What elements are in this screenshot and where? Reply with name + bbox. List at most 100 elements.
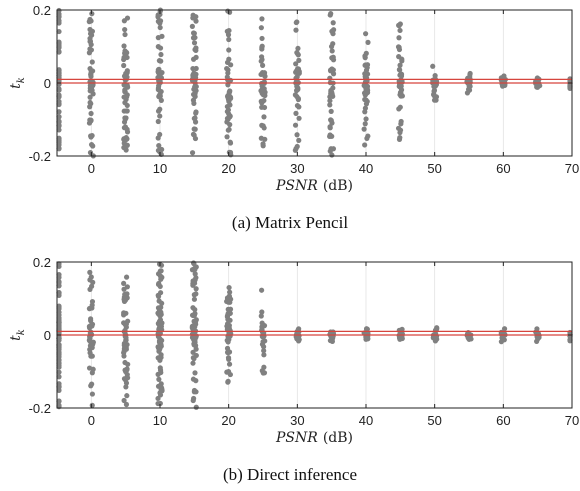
data-point (122, 26, 128, 33)
data-point (157, 400, 163, 407)
data-point (260, 123, 266, 129)
data-point (193, 65, 199, 72)
data-point (88, 274, 94, 280)
data-point (157, 357, 163, 363)
data-point (226, 284, 232, 291)
y-tick-label: -0.2 (29, 401, 51, 416)
data-point (225, 306, 231, 312)
data-point (122, 297, 129, 303)
data-point (123, 384, 129, 390)
data-point (329, 120, 335, 126)
data-point (567, 85, 573, 91)
data-point (124, 68, 130, 74)
y-axis-label: tk (8, 77, 27, 89)
data-point (193, 109, 199, 115)
data-point (328, 146, 334, 152)
data-point (329, 152, 335, 158)
data-point (155, 44, 161, 50)
data-point (295, 85, 301, 91)
x-tick-label: 40 (359, 413, 373, 428)
data-point (296, 336, 302, 343)
data-point (259, 341, 266, 347)
data-point (88, 71, 94, 77)
data-point (123, 96, 129, 102)
data-point (190, 56, 197, 62)
data-point (86, 365, 93, 371)
data-point (296, 57, 302, 63)
data-point (56, 369, 62, 375)
data-point (159, 320, 165, 326)
data-point (88, 84, 94, 90)
data-point (294, 103, 301, 109)
data-point (124, 366, 130, 372)
data-point (90, 279, 96, 285)
data-point (193, 342, 199, 349)
data-point (362, 142, 368, 148)
data-point (329, 338, 336, 344)
data-point (363, 31, 369, 37)
data-point (155, 18, 161, 25)
data-point (224, 345, 231, 351)
data-point (155, 383, 162, 389)
y-axis-label: tk (8, 329, 27, 341)
x-tick-label: 10 (153, 161, 167, 176)
data-point (155, 69, 161, 75)
data-point (190, 360, 196, 366)
data-point (89, 302, 95, 308)
x-tick-label: 20 (221, 413, 235, 428)
data-point (227, 289, 233, 295)
data-point (262, 92, 268, 99)
data-point (365, 39, 371, 45)
data-point (155, 371, 161, 377)
data-point (227, 77, 234, 83)
data-point (190, 131, 197, 137)
data-point (56, 398, 62, 404)
data-point (89, 391, 95, 397)
data-point (294, 132, 300, 138)
data-point (397, 62, 403, 68)
data-point (259, 324, 265, 330)
data-point (398, 118, 404, 125)
data-point (190, 30, 197, 36)
panel-caption: (a) Matrix Pencil (232, 213, 348, 232)
data-point (121, 125, 127, 131)
data-point (226, 361, 233, 367)
data-point (89, 402, 95, 408)
data-point (225, 92, 231, 99)
data-point (121, 62, 127, 69)
data-point (88, 47, 95, 53)
data-point (121, 280, 127, 287)
data-point (190, 91, 197, 98)
data-point (124, 284, 130, 290)
data-point (327, 98, 333, 104)
data-point (193, 286, 199, 292)
data-point (225, 296, 231, 302)
data-point (56, 7, 62, 14)
data-point (295, 68, 301, 74)
data-point (155, 12, 161, 18)
data-point (467, 335, 473, 341)
x-tick-label: 30 (290, 161, 304, 176)
data-point (157, 268, 163, 274)
data-point (294, 93, 300, 100)
data-point (193, 18, 199, 24)
data-point (56, 352, 62, 358)
data-point (294, 329, 300, 336)
data-point (56, 261, 62, 267)
data-point (226, 356, 232, 362)
data-point (431, 333, 437, 339)
data-point (56, 283, 62, 289)
data-point (121, 312, 127, 318)
data-point (567, 336, 573, 343)
data-point (192, 324, 198, 330)
data-point (259, 287, 265, 293)
data-point (227, 113, 233, 119)
data-point (193, 389, 199, 395)
data-point (534, 326, 540, 332)
data-point (124, 342, 130, 348)
x-tick-label: 0 (88, 161, 95, 176)
data-point (362, 53, 368, 59)
data-point (224, 103, 230, 110)
data-point (261, 114, 267, 120)
data-point (158, 290, 164, 296)
